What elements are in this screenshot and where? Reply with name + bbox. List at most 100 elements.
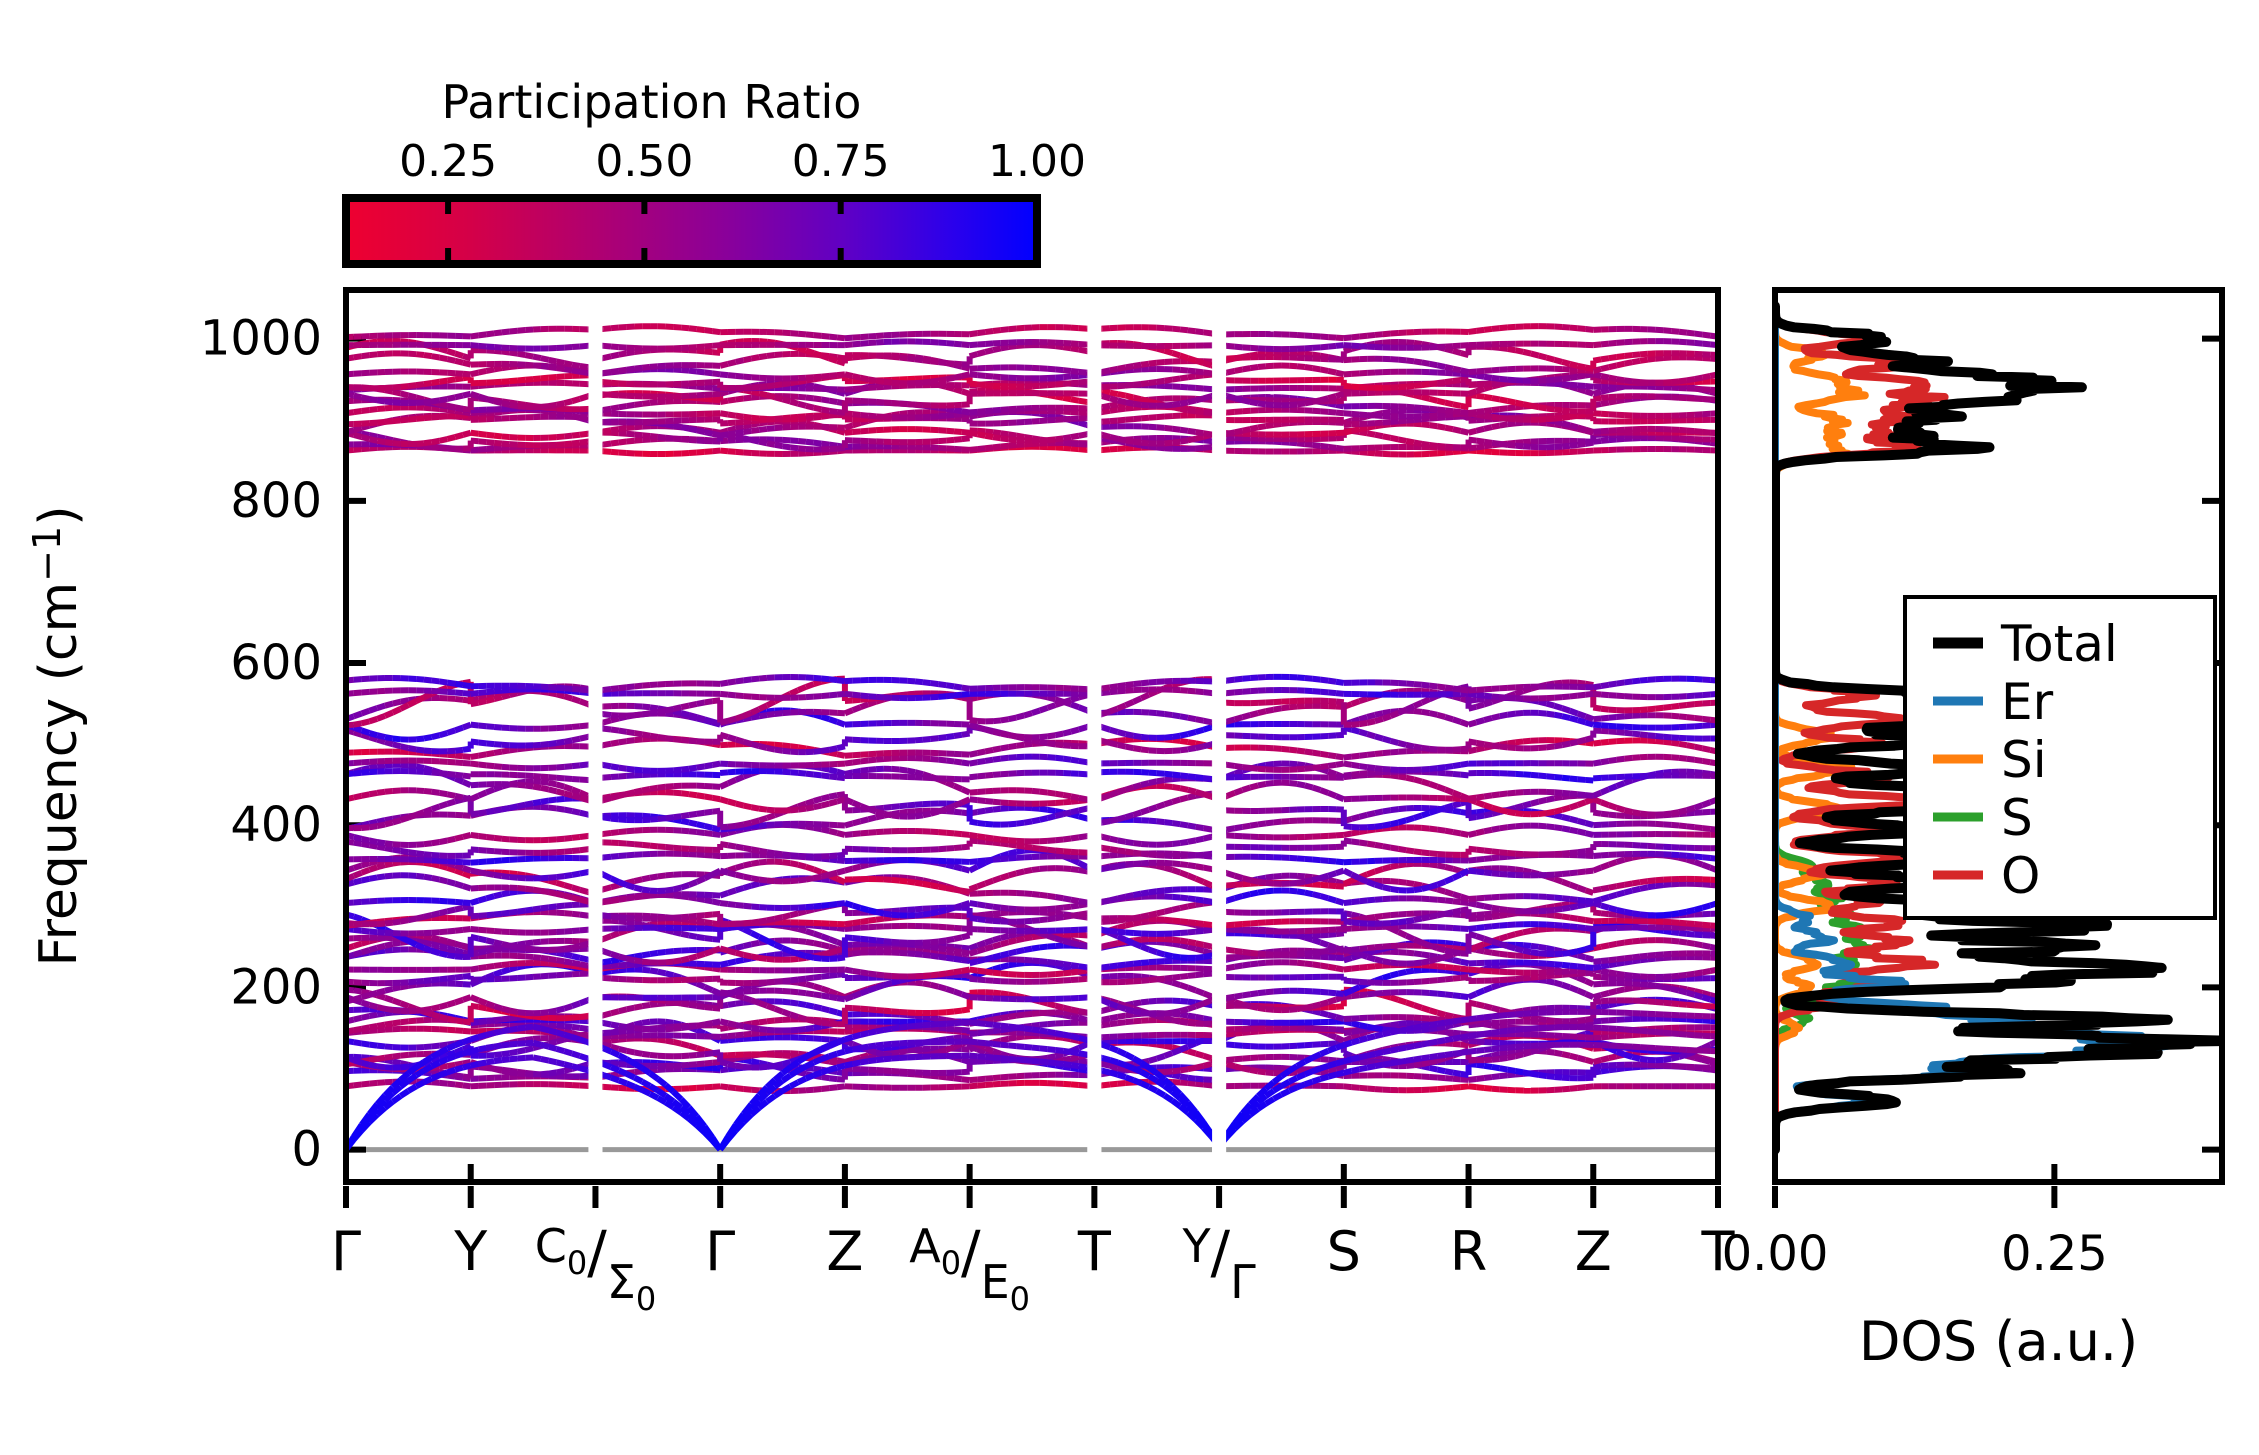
band-segment — [813, 1003, 823, 1012]
band-segment — [1000, 904, 1009, 912]
band-segment — [1359, 991, 1368, 999]
band-segment — [610, 962, 620, 969]
band-segment — [1187, 902, 1197, 910]
band-segment — [766, 951, 776, 959]
band-segment — [961, 1076, 970, 1084]
band-segment — [556, 945, 565, 953]
band-segment — [953, 1075, 963, 1083]
band-segment — [1007, 870, 1018, 879]
band-segment — [1436, 1023, 1446, 1032]
band-segment — [1530, 1005, 1540, 1013]
band-segment — [1529, 1046, 1540, 1055]
band-segment — [400, 1063, 409, 1071]
band-segment — [618, 1006, 628, 1015]
band-segment — [610, 1043, 620, 1052]
x-tick-label-2: C0/Σ0 — [535, 1218, 656, 1318]
band-segment — [462, 883, 472, 892]
band-segment — [766, 1017, 776, 1025]
band-segment — [695, 1045, 706, 1054]
band-segment — [1600, 962, 1610, 970]
band-segment — [1327, 989, 1337, 997]
band-segment — [603, 974, 612, 982]
band-segment — [556, 961, 565, 968]
band-segment — [765, 1003, 776, 1012]
band-segment — [1413, 959, 1423, 967]
band-segment — [1616, 911, 1625, 919]
band-segment — [415, 1007, 425, 1014]
band-segment — [782, 998, 791, 1006]
band-segment — [555, 1036, 566, 1045]
band-segment — [1468, 966, 1477, 974]
band-segment — [813, 1023, 823, 1031]
band-segment — [711, 920, 721, 928]
band-segment — [1686, 986, 1696, 994]
band-segment — [1702, 881, 1711, 888]
band-segment — [1389, 970, 1400, 979]
band-segment — [1016, 960, 1025, 967]
band-segment — [1047, 909, 1056, 917]
band-segment — [1405, 999, 1415, 1008]
band-segment — [1327, 1011, 1337, 1020]
band-segment — [1163, 951, 1173, 960]
band-segment — [360, 866, 371, 876]
band-segment — [1187, 972, 1197, 979]
band-segment — [836, 954, 846, 962]
band-segment — [1639, 911, 1649, 919]
band-segment — [1499, 1086, 1508, 1093]
band-segment — [727, 887, 737, 896]
x-tick-label-9: R — [1450, 1220, 1488, 1283]
band-segment — [1421, 1059, 1431, 1068]
band-segment — [1437, 1085, 1446, 1093]
band-segment — [938, 1024, 947, 1032]
band-segment — [1288, 887, 1298, 895]
band-segment — [1452, 974, 1462, 982]
band-segment — [891, 911, 900, 919]
band-segment — [727, 1065, 737, 1073]
band-segment — [446, 865, 457, 874]
band-segment — [454, 867, 464, 877]
band-segment — [540, 938, 549, 945]
band-segment — [1616, 970, 1625, 978]
band-segment — [945, 904, 955, 913]
band-segment — [1546, 1017, 1555, 1024]
band-segment — [1226, 1056, 1235, 1063]
band-segment — [649, 892, 659, 899]
band-segment — [805, 903, 814, 911]
band-segment — [789, 860, 799, 868]
band-segment — [1600, 1033, 1610, 1041]
band-segment — [805, 974, 815, 982]
band-segment — [813, 1035, 822, 1042]
band-segment — [1499, 1054, 1508, 1063]
band-segment — [1062, 895, 1072, 903]
band-segment — [719, 989, 729, 997]
band-segment — [1304, 1003, 1314, 1011]
band-segment — [735, 1021, 745, 1030]
band-segment — [1554, 971, 1563, 979]
band-segment — [961, 1068, 970, 1076]
band-segment — [1444, 975, 1454, 983]
band-segment — [1109, 895, 1119, 904]
band-segment — [571, 884, 581, 893]
band-segment — [1147, 946, 1158, 956]
band-segment — [1421, 914, 1431, 922]
band-segment — [969, 1030, 978, 1038]
band-segment — [1226, 946, 1236, 954]
band-segment — [813, 954, 822, 962]
band-segment — [1195, 920, 1204, 927]
band-segment — [1382, 912, 1391, 919]
band-segment — [735, 1031, 744, 1039]
band-segment — [555, 1005, 566, 1014]
band-segment — [1554, 961, 1563, 968]
band-segment — [438, 862, 449, 871]
band-segment — [820, 941, 831, 950]
band-segment — [1031, 917, 1041, 924]
colorbar-tick-label-1: 0.50 — [595, 136, 693, 187]
band-segment — [1678, 1051, 1688, 1060]
band-segment — [938, 1073, 947, 1081]
band-segment — [735, 956, 745, 965]
band-segment — [688, 912, 698, 920]
band-segment — [1202, 1052, 1213, 1062]
band-segment — [1444, 963, 1454, 971]
band-segment — [532, 1035, 542, 1042]
band-segment — [828, 993, 838, 1002]
